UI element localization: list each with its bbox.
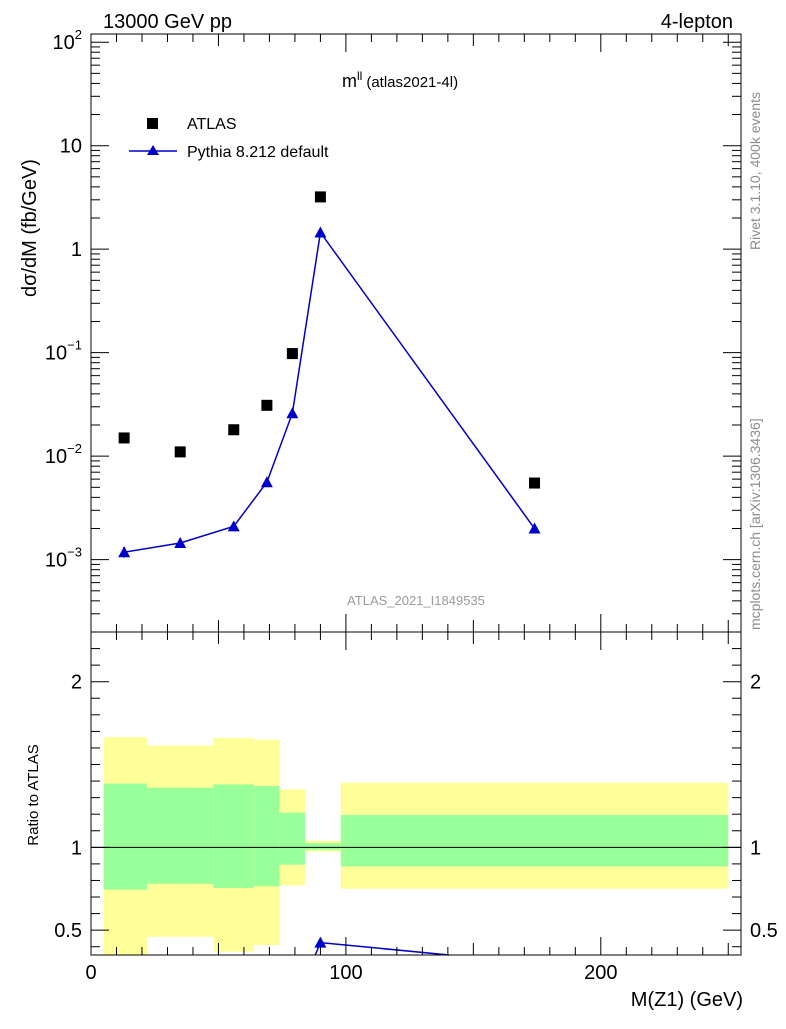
pythia-line xyxy=(124,230,536,553)
chart-title-sub: (atlas2021-4l) xyxy=(366,74,458,91)
pythia-point xyxy=(286,407,299,419)
legend-label-atlas: ATLAS xyxy=(187,116,237,133)
ratio-band-layer xyxy=(91,737,741,956)
y-tick-label: 1 xyxy=(71,239,82,261)
x-tick-label: 100 xyxy=(329,962,362,984)
legend-marker-atlas xyxy=(147,118,158,129)
pythia-point xyxy=(528,522,541,534)
main-data-layer xyxy=(118,191,541,558)
ratio-y-tick-label-right: 0.5 xyxy=(750,920,778,942)
ratio-y-tick-label: 0.5 xyxy=(54,920,82,942)
y-tick-label: 10−2 xyxy=(45,441,82,468)
analysis-watermark: ATLAS_2021_I1849535 xyxy=(347,593,485,608)
ratio-panel-frame xyxy=(90,631,742,956)
ratio-y-tick-label-right: 2 xyxy=(750,672,761,694)
y-tick-label: 10 xyxy=(60,136,82,158)
y-tick-label: 10−3 xyxy=(45,545,82,572)
atlas-point xyxy=(314,191,326,203)
ratio-inner-band xyxy=(279,812,306,865)
ratio-axis-ticks: 0.5 0.5 1 1 2 2 0 100 200 xyxy=(54,632,778,984)
pythia-point xyxy=(314,226,327,238)
pythia-point xyxy=(260,476,273,488)
atlas-point xyxy=(529,477,541,489)
main-axis-ticks: 102 10 1 10−1 10−2 10−3 xyxy=(45,27,741,633)
ratio-y-tick-label: 2 xyxy=(71,672,82,694)
legend: ATLAS Pythia 8.212 default xyxy=(129,116,329,161)
legend-label-pythia: Pythia 8.212 default xyxy=(187,144,329,161)
legend-marker-pythia xyxy=(147,145,159,155)
atlas-point xyxy=(228,424,240,436)
x-axis-label: M(Z1) (GeV) xyxy=(631,989,743,1011)
ratio-inner-band xyxy=(147,787,214,884)
y-tick-label: 102 xyxy=(53,27,82,54)
ratio-inner-band xyxy=(254,786,280,887)
atlas-point xyxy=(118,432,130,444)
header-left: 13000 GeV pp xyxy=(103,11,232,33)
ratio-inner-band xyxy=(213,784,255,888)
ratio-pythia-line xyxy=(320,941,449,956)
y-axis-label: dσ/dM (fb/GeV) xyxy=(19,159,41,297)
pythia-point xyxy=(174,536,187,548)
pythia-point xyxy=(118,546,131,558)
x-tick-label: 200 xyxy=(584,962,617,984)
ratio-y-tick-label: 1 xyxy=(71,837,82,859)
chart-title-main: m xyxy=(342,71,357,91)
atlas-point xyxy=(286,348,298,360)
x-tick-label: 0 xyxy=(85,962,96,984)
chart-title: mll (atlas2021-4l) xyxy=(342,69,458,91)
ratio-y-axis-label: Ratio to ATLAS xyxy=(25,744,42,845)
source-label: mcplots.cern.ch [arXiv:1306.3436] xyxy=(747,418,763,630)
ratio-pythia-point xyxy=(314,936,327,948)
rivet-label: Rivet 3.1.10, 400k events xyxy=(747,92,763,250)
chart-title-sup: ll xyxy=(357,69,362,83)
atlas-point xyxy=(261,399,273,411)
y-tick-label: 10−1 xyxy=(45,338,82,365)
ratio-inner-band xyxy=(340,815,729,867)
pythia-point xyxy=(227,520,240,532)
atlas-point xyxy=(174,446,186,458)
header-right: 4-lepton xyxy=(661,11,733,33)
ratio-inner-band xyxy=(305,843,341,850)
ratio-inner-band xyxy=(103,783,148,890)
ratio-y-tick-label-right: 1 xyxy=(750,837,761,859)
